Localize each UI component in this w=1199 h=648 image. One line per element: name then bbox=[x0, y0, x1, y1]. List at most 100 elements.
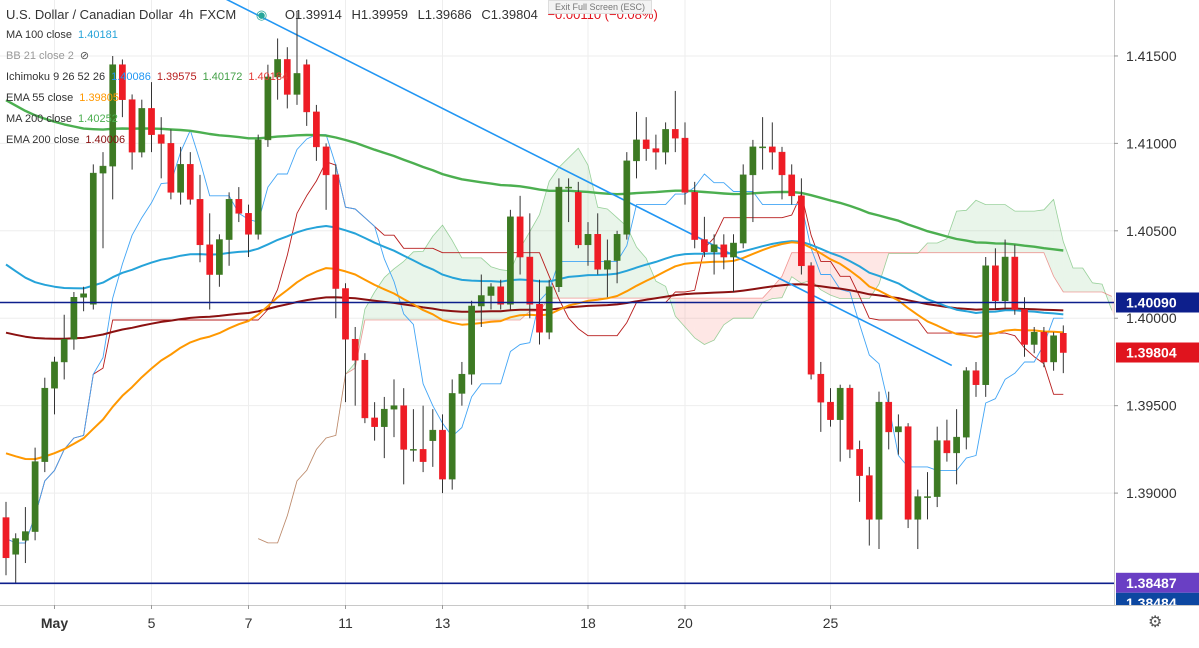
candle[interactable] bbox=[196, 174, 204, 263]
candle[interactable] bbox=[982, 257, 990, 397]
candle[interactable] bbox=[216, 234, 223, 287]
candle[interactable] bbox=[332, 164, 340, 319]
candle[interactable] bbox=[80, 286, 87, 312]
candle[interactable] bbox=[730, 234, 737, 293]
candle[interactable] bbox=[642, 117, 650, 161]
candle[interactable] bbox=[60, 314, 68, 380]
candle[interactable] bbox=[303, 59, 311, 126]
candle[interactable] bbox=[235, 187, 243, 223]
candle[interactable] bbox=[167, 129, 175, 200]
candle[interactable] bbox=[186, 152, 194, 205]
candle[interactable] bbox=[410, 409, 417, 462]
candle[interactable] bbox=[875, 391, 883, 550]
candle[interactable] bbox=[477, 274, 485, 327]
candle[interactable] bbox=[89, 164, 97, 310]
candle[interactable] bbox=[1030, 326, 1038, 354]
candle[interactable] bbox=[768, 122, 776, 170]
candle[interactable] bbox=[924, 472, 931, 520]
candle[interactable] bbox=[817, 361, 825, 432]
candle[interactable] bbox=[846, 384, 854, 459]
candle[interactable] bbox=[274, 38, 281, 100]
candle[interactable] bbox=[390, 379, 398, 438]
candle[interactable] bbox=[99, 152, 107, 249]
candle[interactable] bbox=[2, 501, 10, 576]
candle[interactable] bbox=[759, 117, 766, 170]
candle[interactable] bbox=[798, 178, 805, 275]
candle[interactable] bbox=[526, 213, 534, 319]
candle[interactable] bbox=[584, 222, 592, 266]
horizontal-lines[interactable] bbox=[0, 301, 1114, 585]
candle[interactable] bbox=[380, 396, 388, 459]
candle[interactable] bbox=[865, 466, 873, 546]
candle[interactable] bbox=[283, 47, 291, 109]
legend-ma200[interactable]: MA 200 close 1.40252 bbox=[6, 109, 664, 130]
candle[interactable] bbox=[497, 279, 505, 310]
candle[interactable] bbox=[972, 361, 980, 397]
candle[interactable] bbox=[1021, 297, 1028, 357]
candle[interactable] bbox=[1011, 244, 1019, 315]
candle[interactable] bbox=[739, 164, 747, 249]
candle[interactable] bbox=[128, 94, 136, 170]
candle[interactable] bbox=[885, 391, 893, 450]
candle[interactable] bbox=[439, 414, 446, 494]
candle[interactable] bbox=[613, 230, 621, 284]
candle[interactable] bbox=[943, 419, 951, 462]
candle[interactable] bbox=[313, 104, 320, 161]
candle[interactable] bbox=[70, 292, 78, 350]
price-axis[interactable]: 1.41500 1.41000 1.40500 1.40000 1.39500 1.390… bbox=[1114, 0, 1199, 643]
candle[interactable] bbox=[342, 283, 349, 403]
candle[interactable] bbox=[914, 489, 922, 550]
candle[interactable] bbox=[245, 204, 252, 258]
price-label-tag[interactable]: 1.39804 bbox=[1116, 342, 1199, 363]
candle[interactable] bbox=[1040, 326, 1048, 368]
candle[interactable] bbox=[671, 90, 679, 153]
candle[interactable] bbox=[962, 367, 970, 450]
candle[interactable] bbox=[458, 361, 466, 406]
candle[interactable] bbox=[565, 178, 572, 223]
candle[interactable] bbox=[633, 111, 640, 179]
candle[interactable] bbox=[361, 353, 369, 424]
candle[interactable] bbox=[487, 283, 495, 310]
legend-bb21[interactable]: BB 21 close 2 ⊘ bbox=[6, 46, 664, 67]
candle[interactable] bbox=[652, 134, 660, 170]
candle[interactable] bbox=[429, 409, 437, 467]
candle[interactable] bbox=[992, 248, 999, 310]
candle[interactable] bbox=[662, 122, 669, 165]
candle[interactable] bbox=[788, 164, 796, 205]
candle[interactable] bbox=[749, 139, 757, 223]
candle[interactable] bbox=[1001, 239, 1009, 310]
candle[interactable] bbox=[555, 178, 563, 293]
gear-icon[interactable]: ⚙ bbox=[1148, 614, 1163, 631]
candle[interactable] bbox=[691, 181, 699, 249]
legend-ema55[interactable]: EMA 55 close 1.39805 bbox=[6, 88, 664, 109]
candle[interactable] bbox=[51, 356, 58, 415]
candle[interactable] bbox=[516, 195, 524, 275]
candle[interactable] bbox=[904, 423, 912, 529]
candle[interactable] bbox=[536, 279, 543, 345]
candle[interactable] bbox=[895, 414, 902, 455]
candle[interactable] bbox=[138, 99, 146, 158]
candle[interactable] bbox=[177, 146, 184, 205]
legend-ema200[interactable]: EMA 200 close 1.40006 bbox=[6, 130, 664, 151]
candle[interactable] bbox=[41, 377, 49, 473]
candles[interactable] bbox=[2, 12, 1067, 585]
candle[interactable] bbox=[351, 326, 359, 406]
candle[interactable] bbox=[545, 279, 553, 340]
candle[interactable] bbox=[31, 447, 39, 541]
candle[interactable] bbox=[448, 379, 456, 490]
candle[interactable] bbox=[933, 426, 941, 508]
candle[interactable] bbox=[254, 134, 262, 240]
candle[interactable] bbox=[419, 405, 427, 473]
candle[interactable] bbox=[623, 152, 631, 240]
candle[interactable] bbox=[157, 117, 165, 179]
price-label-tag[interactable]: 1.38487 bbox=[1116, 572, 1199, 593]
candle[interactable] bbox=[720, 234, 728, 270]
candle[interactable] bbox=[778, 146, 786, 200]
candle[interactable] bbox=[148, 82, 155, 153]
candle[interactable] bbox=[293, 12, 301, 105]
candle[interactable] bbox=[574, 181, 582, 249]
candle[interactable] bbox=[322, 143, 330, 210]
candle[interactable] bbox=[856, 440, 863, 502]
